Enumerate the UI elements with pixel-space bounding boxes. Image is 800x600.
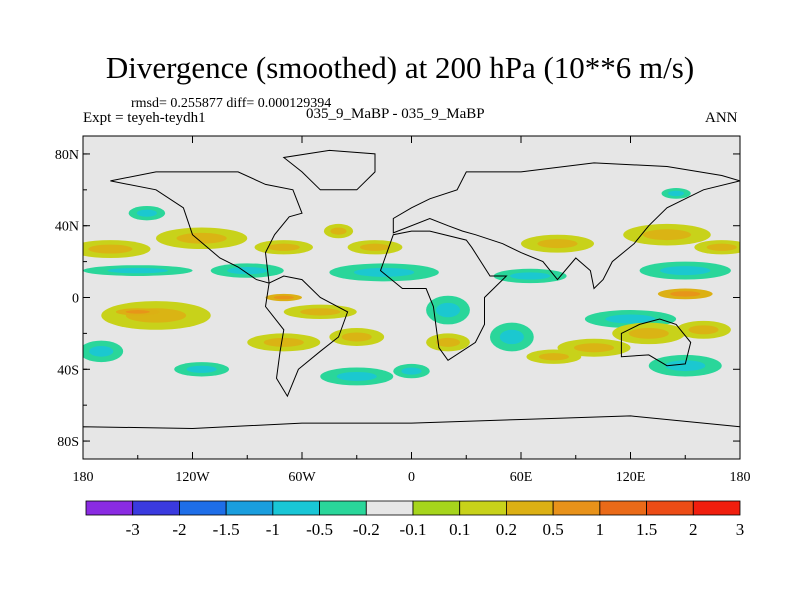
chart-title: Divergence (smoothed) at 200 hPa (10**6 …: [105, 50, 695, 85]
continent-outline-1: [264, 275, 349, 398]
y-tick-label: 80N: [55, 148, 79, 163]
divergence-core-22: [668, 190, 685, 197]
divergence-core-31: [538, 353, 569, 361]
x-tick-label: 0: [408, 470, 415, 485]
continent-outline-3: [379, 230, 508, 361]
divergence-core-27: [435, 337, 461, 347]
x-tick-label: 180: [73, 470, 94, 485]
divergence-core-25: [263, 337, 304, 347]
colorbar-label: 0.1: [449, 520, 470, 539]
colorbar-swatch: [412, 500, 461, 516]
continent-outline-2: [282, 149, 376, 191]
divergence-core-11: [510, 272, 551, 280]
divergence-core-3: [359, 243, 391, 251]
colorbar-swatch: [132, 500, 180, 516]
divergence-core-16: [89, 345, 114, 357]
divergence-core-8: [107, 267, 168, 274]
divergence-core-0: [88, 244, 133, 254]
divergence-core-5: [642, 229, 692, 241]
divergence-core-19: [336, 371, 377, 381]
colorbar-label: 3: [736, 520, 745, 539]
continent-outline-4: [392, 162, 740, 290]
colorbar-swatch: [599, 500, 647, 516]
y-tick-label: 80S: [57, 435, 79, 450]
colorbar-label: -0.5: [306, 520, 333, 539]
colorbar-label: 0.5: [543, 520, 564, 539]
divergence-core-6: [706, 243, 737, 251]
colorbar-label: -2: [172, 520, 186, 539]
divergence-core-10: [354, 267, 415, 277]
divergence-core-32: [670, 291, 701, 297]
colorbar-swatch: [552, 500, 601, 516]
x-tick-label: 60E: [510, 470, 533, 485]
colorbar-label: -0.2: [353, 520, 380, 539]
colorbar-swatch: [225, 500, 274, 516]
experiment-label: Expt = teyeh-teydh1: [83, 110, 206, 126]
divergence-core-28: [573, 343, 615, 353]
divergence-core-21: [136, 209, 157, 217]
continent-outline-6: [83, 415, 740, 459]
colorbar-swatch: [179, 500, 227, 516]
colorbar-label: -1: [266, 520, 280, 539]
divergence-core-13: [435, 302, 461, 318]
divergence-core-34: [125, 310, 150, 314]
colorbar-label: 1: [596, 520, 605, 539]
colorbar-swatch: [85, 500, 134, 516]
continent-outline-5: [620, 318, 692, 367]
colorbar-swatch: [646, 500, 694, 516]
colorbar-label: 1.5: [636, 520, 657, 539]
divergence-core-24: [300, 308, 341, 316]
colorbar-swatch: [692, 500, 741, 516]
colorbar-label: 0.2: [496, 520, 517, 539]
season-label: ANN: [705, 110, 738, 126]
divergence-field: [83, 188, 740, 386]
case-label: 035_9_MaBP - 035_9_MaBP: [306, 106, 485, 122]
divergence-core-7: [330, 227, 347, 235]
map-axes: 180 120W 60W 0 60E 120E 180 80N 40N 0 40S 80S: [55, 136, 751, 485]
colorbar-swatch: [272, 500, 320, 516]
divergence-core-1: [176, 232, 227, 244]
colorbar-swatch: [459, 500, 507, 516]
divergence-core-30: [688, 325, 719, 335]
divergence-core-17: [186, 365, 217, 373]
divergence-core-14: [499, 329, 524, 345]
x-tick-label: 60W: [288, 470, 316, 485]
divergence-core-26: [341, 332, 372, 342]
divergence-core-12: [660, 266, 711, 276]
divergence-core-15: [605, 314, 656, 324]
map-background: [83, 136, 740, 459]
rmsd-stats: rmsd= 0.255877 diff= 0.000129394: [131, 96, 332, 111]
divergence-core-29: [628, 328, 669, 339]
continent-outline-0: [110, 171, 303, 284]
colorbar-label: -0.1: [400, 520, 427, 539]
y-tick-label: 40S: [57, 363, 79, 378]
x-tick-label: 180: [730, 470, 751, 485]
y-tick-label: 0: [72, 292, 79, 307]
y-tick-label: 40N: [55, 220, 79, 235]
divergence-core-2: [267, 243, 300, 251]
divergence-core-33: [273, 295, 294, 300]
continent-outlines: [83, 149, 740, 459]
colorbar: -3 -2 -1.5 -1 -0.5 -0.2 -0.1 0.1 0.2 0.5 1 1.5 2 3: [85, 500, 745, 539]
colorbar-label: 2: [689, 520, 698, 539]
colorbar-label: -3: [126, 520, 140, 539]
divergence-core-4: [537, 239, 578, 249]
divergence-core-9: [227, 266, 268, 275]
colorbar-swatch: [506, 500, 554, 516]
x-tick-label: 120E: [616, 470, 646, 485]
colorbar-label: -1.5: [213, 520, 240, 539]
colorbar-swatch: [319, 500, 367, 516]
x-tick-label: 120W: [175, 470, 210, 485]
colorbar-swatch: [365, 500, 414, 516]
divergence-core-18: [401, 367, 422, 375]
divergence-core-20: [665, 360, 706, 372]
